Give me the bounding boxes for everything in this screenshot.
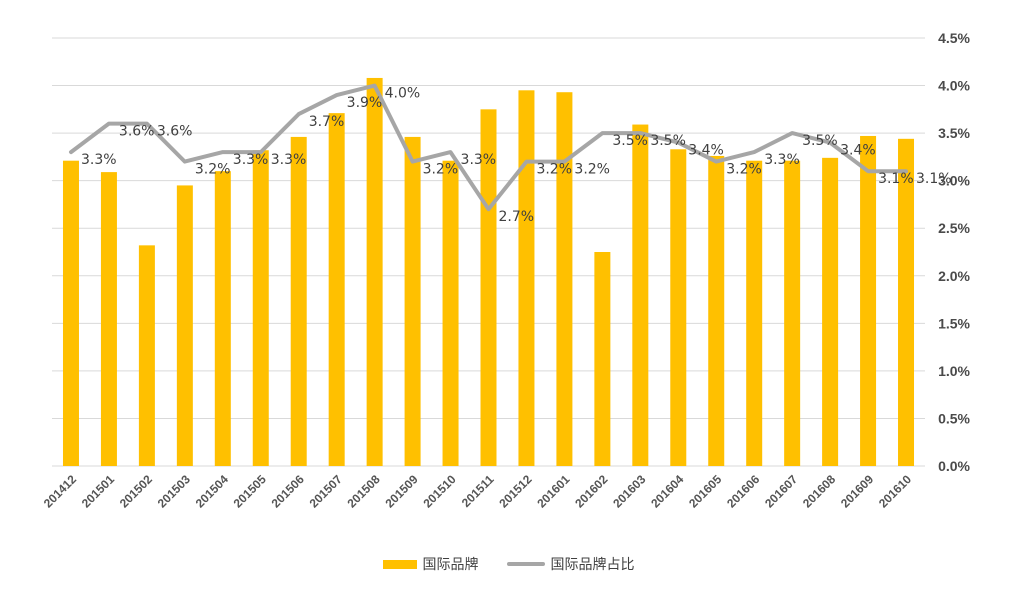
x-tick-label: 201502 xyxy=(117,472,155,510)
data-label: 3.2% xyxy=(423,162,459,178)
y-tick-label: 2.0% xyxy=(938,268,970,284)
y-tick-label: 1.0% xyxy=(938,363,970,379)
bar[interactable] xyxy=(746,160,763,466)
bar[interactable] xyxy=(708,155,725,466)
right-axis-ticks: 0.0% 0.5% 1.0% 1.5% 2.0% 2.5% 3.0% 3.5% 4.0% 4.5% xyxy=(938,30,970,474)
data-label: 3.3% xyxy=(233,152,269,168)
bar[interactable] xyxy=(518,90,535,467)
bar[interactable] xyxy=(670,149,687,466)
y-tick-label: 1.5% xyxy=(938,315,970,331)
bar[interactable] xyxy=(252,150,269,466)
data-label: 3.5% xyxy=(612,133,648,149)
x-tick-label: 201507 xyxy=(307,472,345,510)
data-label: 3.2% xyxy=(726,162,762,178)
bar[interactable] xyxy=(594,252,611,466)
x-tick-label: 201606 xyxy=(724,472,762,510)
bar[interactable] xyxy=(442,160,459,466)
bar[interactable] xyxy=(100,172,117,466)
x-tick-label: 201508 xyxy=(345,472,383,510)
bar[interactable] xyxy=(556,92,573,467)
bar[interactable] xyxy=(214,171,231,466)
bar-series xyxy=(62,77,915,467)
y-tick-label: 0.0% xyxy=(938,458,970,474)
legend-bar-swatch-icon xyxy=(382,559,417,569)
bar[interactable] xyxy=(62,160,79,466)
x-tick-label: 201608 xyxy=(800,472,838,510)
x-tick-label: 201412 xyxy=(41,472,79,510)
bar[interactable] xyxy=(784,160,801,466)
data-label: 3.5% xyxy=(802,133,838,149)
data-label: 3.2% xyxy=(195,162,231,178)
data-label: 3.3% xyxy=(461,152,497,168)
legend-item-line[interactable]: 国际品牌占比 xyxy=(506,554,635,574)
y-tick-label: 0.5% xyxy=(938,410,970,426)
data-label: 3.7% xyxy=(309,114,345,130)
bar[interactable] xyxy=(898,138,915,466)
data-label: 3.9% xyxy=(347,95,383,111)
x-tick-label: 201601 xyxy=(534,472,572,510)
data-label: 3.6% xyxy=(119,124,155,140)
x-tick-label: 201609 xyxy=(838,472,876,510)
y-tick-label: 3.5% xyxy=(938,125,970,141)
x-tick-label: 201512 xyxy=(496,472,534,510)
bar[interactable] xyxy=(176,185,193,466)
data-label: 3.4% xyxy=(688,143,724,159)
legend-bar-label: 国际品牌 xyxy=(422,557,479,573)
x-tick-label: 201604 xyxy=(648,472,686,510)
data-label: 3.5% xyxy=(650,133,686,149)
data-label: 3.3% xyxy=(271,152,307,168)
y-tick-label: 2.5% xyxy=(938,220,970,236)
legend: 国际品牌 国际品牌占比 xyxy=(0,552,1017,576)
bar[interactable] xyxy=(328,113,345,466)
bar[interactable] xyxy=(822,157,839,466)
data-label: 3.2% xyxy=(574,162,610,178)
x-tick-label: 201503 xyxy=(155,472,193,510)
bar[interactable] xyxy=(290,136,307,466)
y-tick-label: 4.5% xyxy=(938,30,970,46)
x-tick-label: 201509 xyxy=(382,472,420,510)
line-data-labels: 3.3%3.6% 3.6%3.2%3.3% 3.3%3.7%3.9%4.0%3.2%… xyxy=(81,86,952,226)
x-tick-label: 201603 xyxy=(610,472,648,510)
data-label: 2.7% xyxy=(499,209,535,225)
x-tick-label: 201605 xyxy=(686,472,724,510)
data-label: 4.0% xyxy=(385,86,421,102)
x-tick-label: 201511 xyxy=(459,472,497,510)
data-label: 3.6% xyxy=(157,124,193,140)
legend-item-bar[interactable]: 国际品牌 xyxy=(382,554,479,574)
x-tick-label: 201501 xyxy=(79,472,117,510)
data-label: 3.3% xyxy=(764,152,800,168)
x-tick-label: 201506 xyxy=(269,472,307,510)
y-tick-label: 4.0% xyxy=(938,78,970,94)
bar[interactable] xyxy=(404,136,421,466)
legend-line-swatch-icon xyxy=(506,562,545,566)
data-label: 3.4% xyxy=(840,143,876,159)
y-tick-label: 3.0% xyxy=(938,173,970,189)
x-axis-ticks: 201412 201501 201502 201503 201504 201505 2015… xyxy=(41,472,914,510)
data-label: 3.1% xyxy=(878,171,914,187)
data-label: 3.2% xyxy=(536,162,572,178)
x-tick-label: 201607 xyxy=(762,472,800,510)
bar[interactable] xyxy=(860,135,877,466)
legend-line-label: 国际品牌占比 xyxy=(550,557,635,573)
x-tick-label: 201602 xyxy=(572,472,610,510)
x-tick-label: 201504 xyxy=(193,472,231,510)
x-tick-label: 201505 xyxy=(231,472,269,510)
line-path[interactable] xyxy=(69,83,908,212)
x-tick-label: 201510 xyxy=(420,472,458,510)
bar[interactable] xyxy=(138,245,155,466)
data-label: 3.3% xyxy=(81,152,117,168)
bar[interactable] xyxy=(480,109,497,466)
line-series xyxy=(69,83,908,212)
data-label: 3.1% xyxy=(916,171,952,187)
bar[interactable] xyxy=(632,124,649,466)
bar[interactable] xyxy=(366,77,383,467)
x-tick-label: 201610 xyxy=(876,472,914,510)
